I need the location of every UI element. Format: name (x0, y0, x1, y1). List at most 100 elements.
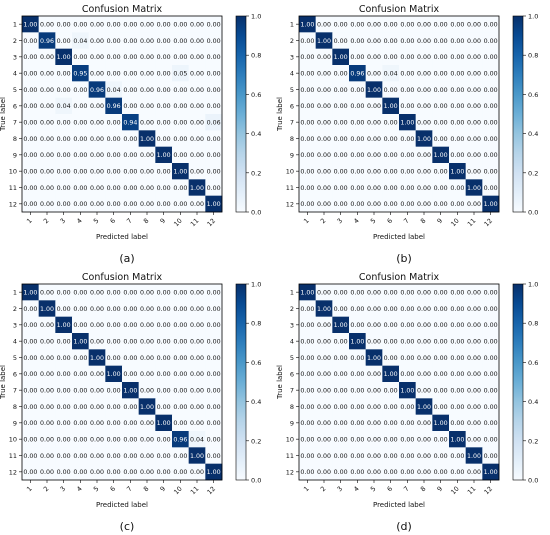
matrix-cell (122, 333, 139, 350)
matrix-cell (315, 97, 333, 115)
x-tick-label: 3 (58, 485, 67, 494)
matrix-cell (55, 195, 73, 213)
cell-value-label: 0.00 (467, 21, 481, 28)
cell-value-label: 0.00 (484, 21, 498, 28)
matrix-cell (432, 81, 450, 98)
cell-value-label: 0.00 (317, 338, 331, 345)
cell-value-label: 0.00 (450, 54, 464, 61)
cell-value-label: 0.00 (57, 338, 71, 345)
matrix-cell (138, 179, 156, 196)
matrix-cell (332, 65, 350, 82)
matrix-cell (105, 146, 123, 164)
matrix-cell (315, 398, 333, 415)
cell-value-label: 0.00 (107, 185, 121, 192)
matrix-cell (332, 16, 350, 33)
cell-value-label: 0.00 (90, 469, 104, 476)
matrix-cell (105, 284, 123, 301)
matrix-cell (332, 163, 350, 180)
cell-value-label: 0.00 (123, 322, 137, 329)
matrix-cell (188, 316, 206, 334)
cell-value-label: 0.00 (123, 420, 137, 427)
cell-value-label: 0.00 (417, 453, 431, 460)
cell-value-label: 0.00 (300, 436, 314, 443)
matrix-cell (38, 284, 56, 301)
cell-value-label: 0.00 (23, 355, 37, 362)
matrix-cell (465, 447, 483, 464)
cell-value-label: 0.00 (173, 185, 187, 192)
cell-value-label: 0.00 (300, 152, 314, 159)
matrix-cell (205, 179, 223, 196)
matrix-cell (55, 414, 73, 432)
matrix-cell (432, 463, 450, 481)
cell-value-label: 0.00 (434, 355, 448, 362)
matrix-cell (72, 398, 89, 415)
cell-value-label: 0.00 (300, 87, 314, 94)
cell-value-label: 0.00 (350, 355, 364, 362)
cell-value-label: 0.00 (450, 306, 464, 313)
cell-value-label: 0.00 (23, 185, 37, 192)
matrix-cell (299, 130, 316, 147)
cell-value-label: 0.00 (207, 54, 221, 61)
cell-value-label: 0.00 (23, 469, 37, 476)
cell-value-label: 0.00 (400, 322, 414, 329)
matrix-cell (332, 431, 350, 448)
matrix-cell (365, 65, 383, 82)
matrix-cell (465, 16, 483, 33)
cell-value-label: 0.00 (484, 136, 498, 143)
cell-value-label: 0.00 (73, 306, 87, 313)
cell-value-label: 0.00 (23, 201, 37, 208)
cell-value-label: 0.00 (484, 355, 498, 362)
cell-value-label: 0.00 (334, 152, 348, 159)
cell-value-label: 0.00 (123, 355, 137, 362)
cell-value-label: 0.00 (207, 322, 221, 329)
cell-value-label: 0.00 (467, 322, 481, 329)
cell-value-label: 0.00 (334, 338, 348, 345)
cell-value-label: 0.00 (157, 201, 171, 208)
matrix-cell (172, 97, 189, 115)
matrix-cell (88, 463, 106, 481)
x-tick-label: 10 (449, 217, 461, 229)
matrix-cell (315, 382, 333, 399)
x-tick-label: 1 (25, 217, 34, 226)
matrix-cell (382, 316, 400, 334)
cell-value-label: 0.00 (57, 355, 71, 362)
matrix-cell (382, 300, 400, 317)
matrix-cell (205, 65, 223, 82)
matrix-cell (332, 81, 350, 98)
matrix-cell (172, 179, 189, 196)
cell-value-label: 0.00 (23, 70, 37, 77)
cell-value-label: 0.00 (173, 103, 187, 110)
cell-value-label: 0.00 (317, 371, 331, 378)
matrix-cell (399, 431, 416, 448)
matrix-cell (299, 284, 316, 301)
matrix-cell (38, 431, 56, 448)
matrix-cell (88, 316, 106, 334)
x-tick-label: 4 (352, 217, 361, 226)
matrix-cell (349, 365, 366, 383)
matrix-cell (172, 146, 189, 164)
cell-value-label: 0.00 (107, 152, 121, 159)
matrix-cell (105, 130, 123, 147)
matrix-cell (122, 316, 139, 334)
cell-value-label: 0.00 (434, 453, 448, 460)
cell-value-label: 0.00 (207, 404, 221, 411)
x-tick-label: 6 (108, 217, 117, 226)
matrix-cell (432, 16, 450, 33)
matrix-cell (105, 195, 123, 213)
matrix-cell (365, 316, 383, 334)
cell-value-label: 0.95 (73, 70, 87, 77)
cell-value-label: 0.00 (450, 119, 464, 126)
matrix-cells: 1.00 0.00 0.00 0.00 0.00 0.00 0.00 0.00 0.00 0.00… (299, 16, 500, 213)
cell-value-label: 0.00 (400, 436, 414, 443)
cell-value-label: 0.00 (190, 289, 204, 296)
cell-value-label: 0.00 (173, 119, 187, 126)
colorbar-tick-label: 0.4 (528, 398, 538, 406)
y-tick-label: 6 (290, 102, 294, 110)
matrix-cell (432, 195, 450, 213)
cell-value-label: 0.00 (173, 289, 187, 296)
matrix-cell (465, 32, 483, 49)
matrix-cell (188, 81, 206, 98)
matrix-cell (382, 333, 400, 350)
